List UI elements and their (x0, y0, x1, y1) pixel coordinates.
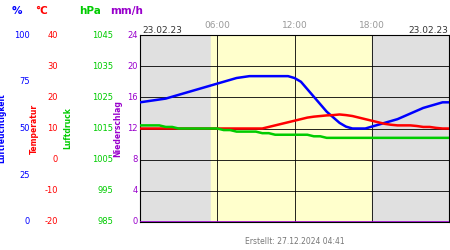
Text: 0: 0 (25, 218, 30, 226)
Text: Niederschlag: Niederschlag (113, 100, 122, 157)
Text: 12: 12 (127, 124, 138, 133)
Text: 40: 40 (48, 30, 58, 40)
Text: mm/h: mm/h (111, 6, 144, 16)
Text: Erstellt: 27.12.2024 04:41: Erstellt: 27.12.2024 04:41 (245, 237, 344, 246)
Text: 1005: 1005 (92, 155, 113, 164)
Text: Luftdruck: Luftdruck (63, 108, 72, 150)
Bar (211, 35, 372, 222)
Text: 10: 10 (48, 124, 58, 133)
Text: 4: 4 (133, 186, 138, 195)
Text: 1025: 1025 (92, 93, 113, 102)
Text: Temperatur: Temperatur (30, 104, 39, 154)
Text: -20: -20 (45, 218, 58, 226)
Text: 985: 985 (97, 218, 113, 226)
Text: 16: 16 (127, 93, 138, 102)
Bar (372, 35, 449, 222)
Text: 25: 25 (19, 171, 30, 180)
Text: 0: 0 (133, 218, 138, 226)
Text: 06:00: 06:00 (204, 21, 230, 30)
Text: 50: 50 (19, 124, 30, 133)
Text: 995: 995 (97, 186, 113, 195)
Text: 8: 8 (133, 155, 138, 164)
Text: 75: 75 (19, 77, 30, 86)
Text: 1045: 1045 (92, 30, 113, 40)
Text: -10: -10 (45, 186, 58, 195)
Text: 12:00: 12:00 (282, 21, 307, 30)
Text: 20: 20 (48, 93, 58, 102)
Text: Luftfeuchtigkeit: Luftfeuchtigkeit (0, 94, 6, 164)
Text: 100: 100 (14, 30, 30, 40)
Text: 0: 0 (53, 155, 58, 164)
Text: 20: 20 (127, 62, 138, 71)
Text: 23.02.23: 23.02.23 (142, 26, 182, 35)
Bar (140, 35, 211, 222)
Text: 30: 30 (47, 62, 58, 71)
Text: 23.02.23: 23.02.23 (408, 26, 448, 35)
Text: 18:00: 18:00 (359, 21, 385, 30)
Text: 1015: 1015 (92, 124, 113, 133)
Text: °C: °C (36, 6, 49, 16)
Text: 24: 24 (127, 30, 138, 40)
Text: 1035: 1035 (92, 62, 113, 71)
Text: hPa: hPa (79, 6, 101, 16)
Text: %: % (12, 6, 22, 16)
